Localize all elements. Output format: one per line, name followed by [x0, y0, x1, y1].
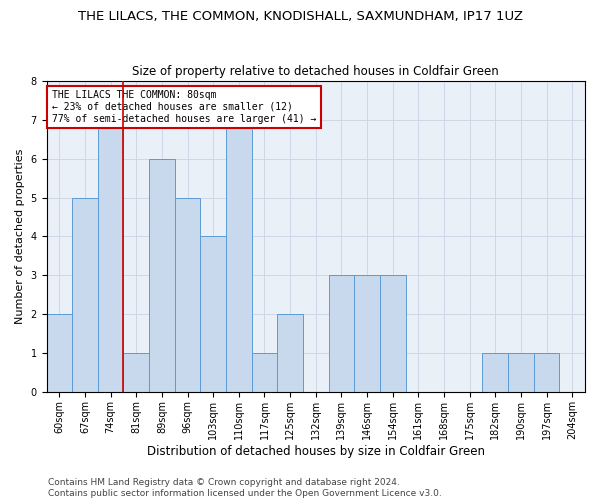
Bar	[354, 276, 380, 392]
Bar	[482, 353, 508, 392]
Title: Size of property relative to detached houses in Coldfair Green: Size of property relative to detached ho…	[133, 66, 499, 78]
Y-axis label: Number of detached properties: Number of detached properties	[15, 149, 25, 324]
Bar	[226, 120, 251, 392]
Bar	[508, 353, 534, 392]
Bar	[534, 353, 559, 392]
Bar	[72, 198, 98, 392]
Bar	[175, 198, 200, 392]
Bar	[98, 120, 124, 392]
Bar	[277, 314, 303, 392]
Text: THE LILACS, THE COMMON, KNODISHALL, SAXMUNDHAM, IP17 1UZ: THE LILACS, THE COMMON, KNODISHALL, SAXM…	[77, 10, 523, 23]
Bar	[47, 314, 72, 392]
Bar	[124, 353, 149, 392]
Bar	[251, 353, 277, 392]
Bar	[380, 276, 406, 392]
Bar	[200, 236, 226, 392]
Bar	[329, 276, 354, 392]
Text: THE LILACS THE COMMON: 80sqm
← 23% of detached houses are smaller (12)
77% of se: THE LILACS THE COMMON: 80sqm ← 23% of de…	[52, 90, 316, 124]
Bar	[149, 159, 175, 392]
X-axis label: Distribution of detached houses by size in Coldfair Green: Distribution of detached houses by size …	[147, 444, 485, 458]
Text: Contains HM Land Registry data © Crown copyright and database right 2024.
Contai: Contains HM Land Registry data © Crown c…	[48, 478, 442, 498]
